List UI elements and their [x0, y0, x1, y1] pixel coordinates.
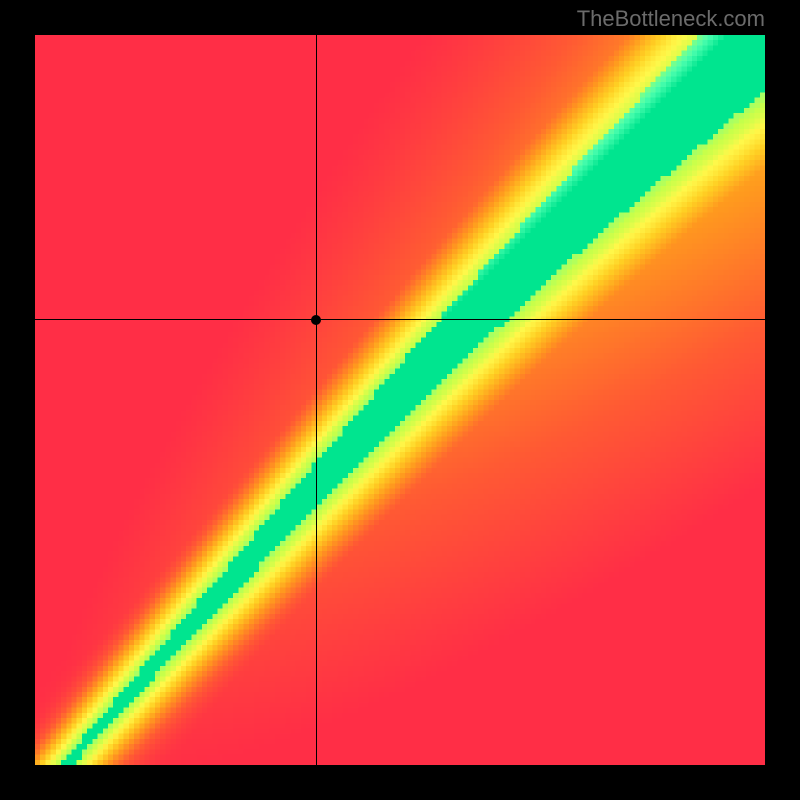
chart-container: TheBottleneck.com — [0, 0, 800, 800]
watermark-text: TheBottleneck.com — [577, 6, 765, 32]
bottleneck-heatmap — [35, 35, 765, 765]
crosshair-vertical — [316, 35, 317, 765]
crosshair-horizontal — [35, 319, 765, 320]
crosshair-point — [311, 315, 321, 325]
